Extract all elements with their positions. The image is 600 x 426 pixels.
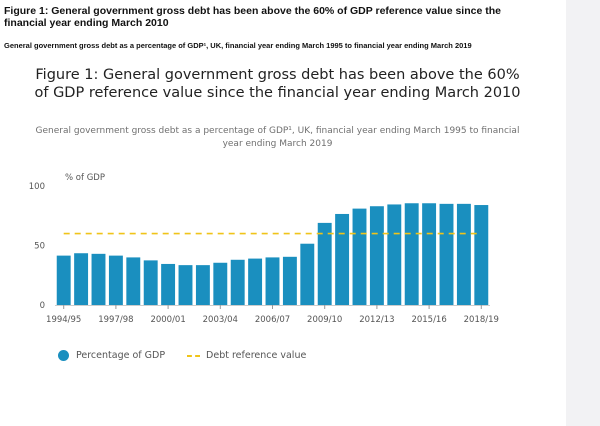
side-panel-background	[566, 0, 600, 426]
y-tick-label: 0	[40, 301, 45, 311]
bar-2012/13	[369, 206, 384, 305]
bar-1994/95	[56, 255, 71, 305]
bar-1996/97	[91, 253, 106, 305]
legend-dashed-line-icon	[187, 354, 201, 357]
chart-legend: Percentage of GDP Debt reference value	[58, 350, 306, 361]
bar-2016/17	[439, 203, 454, 305]
x-tick-label: 2000/01	[150, 315, 185, 325]
bar-2013/14	[387, 204, 402, 305]
bar-2015/16	[422, 203, 437, 305]
bar-2014/15	[404, 203, 419, 305]
bar-1997/98	[108, 255, 123, 305]
x-tick-label: 2012/13	[359, 315, 394, 325]
bar-2000/01	[161, 263, 176, 305]
x-tick-label: 2009/10	[307, 315, 342, 325]
legend-label-reference: Debt reference value	[206, 350, 307, 361]
header-title: Figure 1: General government gross debt …	[4, 5, 501, 29]
x-tick-label: 2015/16	[411, 315, 446, 325]
y-tick-label: 100	[29, 182, 45, 192]
x-tick-label: 1994/95	[46, 315, 81, 325]
bar-2010/11	[335, 213, 350, 305]
bar-2018/19	[474, 205, 489, 305]
bar-2011/12	[352, 208, 367, 305]
figure-title: Figure 1: General government gross debt …	[34, 67, 521, 101]
legend-dot-icon	[58, 350, 69, 361]
bar-1998/99	[126, 257, 141, 305]
bar-2001/02	[178, 265, 193, 305]
bar-2008/09	[300, 243, 315, 305]
y-tick-label: 50	[34, 242, 45, 252]
bar-2017/18	[456, 203, 471, 305]
legend-label-percentage: Percentage of GDP	[76, 350, 166, 361]
y-axis-label: % of GDP	[65, 173, 105, 183]
bar-2005/06	[248, 258, 263, 305]
x-tick-label: 2006/07	[255, 315, 290, 325]
bar-2007/08	[282, 256, 297, 305]
bar-2002/03	[195, 265, 210, 305]
figure-subtitle: General government gross debt as a perce…	[35, 126, 520, 149]
bar-2006/07	[265, 257, 280, 305]
x-tick-label: 2003/04	[203, 315, 238, 325]
x-tick-label: 2018/19	[464, 315, 499, 325]
bar-1999/00	[143, 260, 158, 305]
header-subtitle: General government gross debt as a perce…	[4, 41, 472, 50]
bar-2003/04	[213, 262, 228, 305]
bar-2009/10	[317, 222, 332, 305]
x-tick-label: 1997/98	[98, 315, 133, 325]
bar-1995/96	[74, 253, 89, 305]
bar-2004/05	[230, 259, 245, 305]
